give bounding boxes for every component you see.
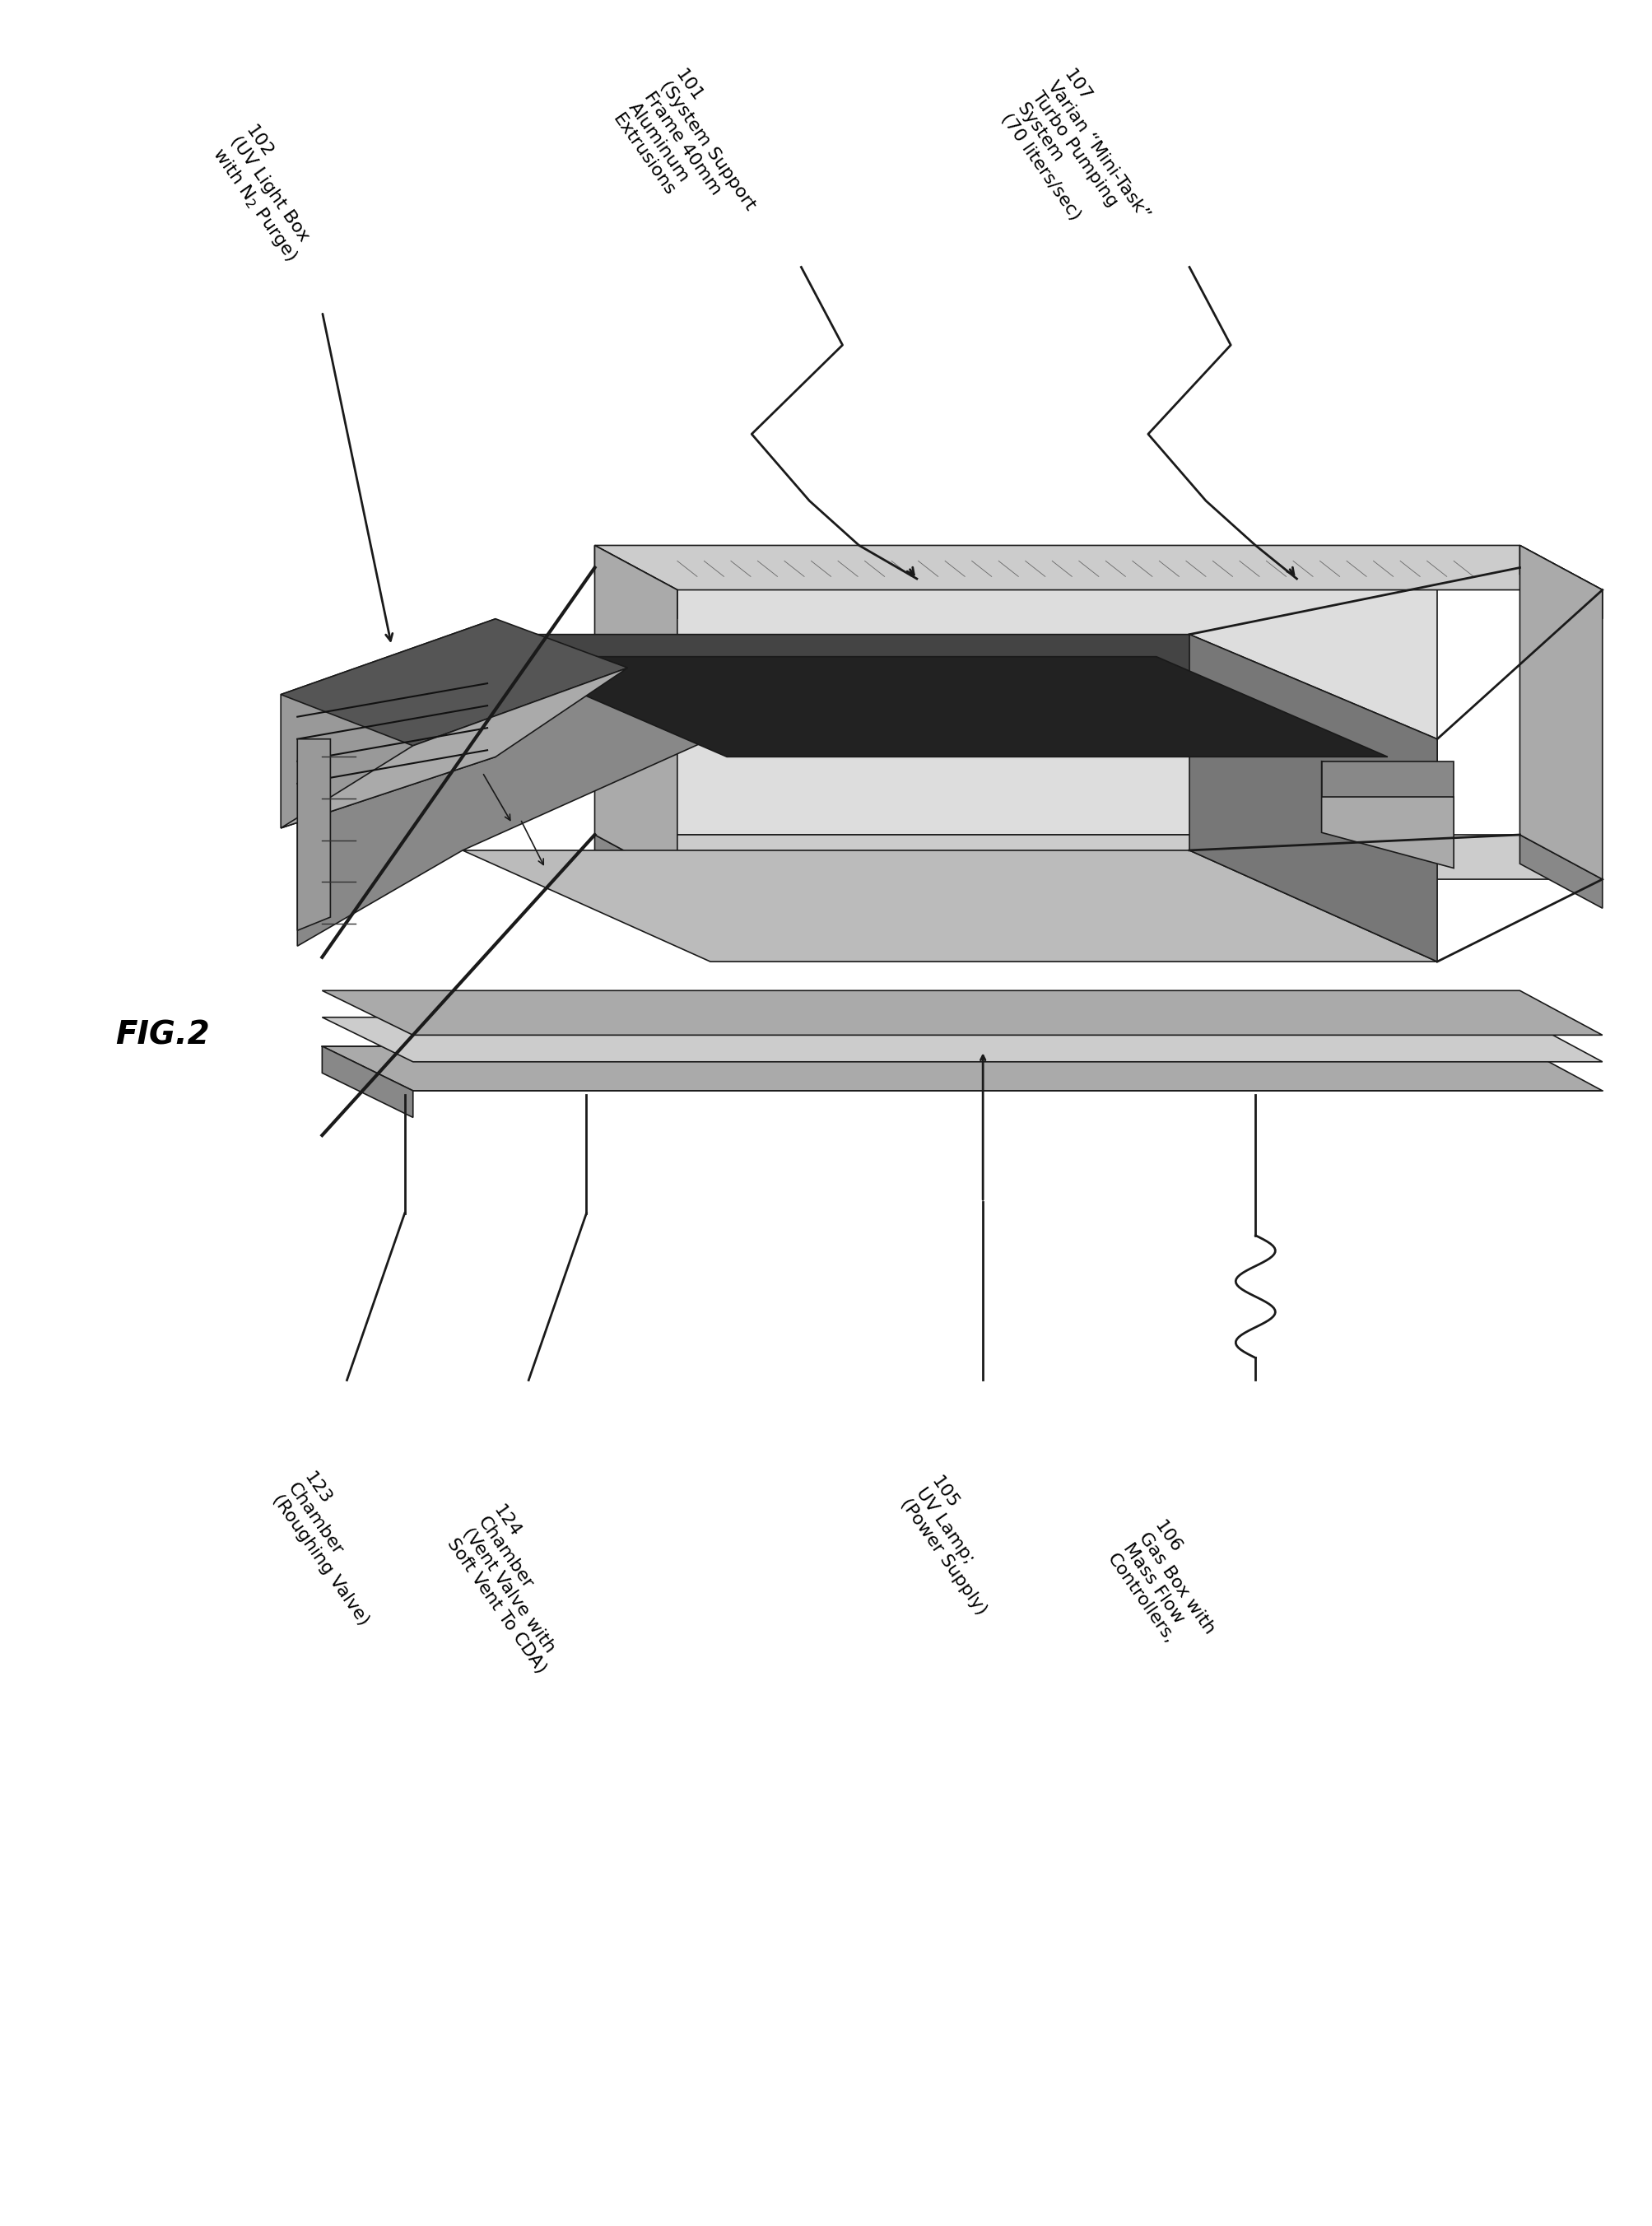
Polygon shape <box>281 668 628 828</box>
Polygon shape <box>595 545 677 879</box>
Text: 107
Varian “Mini-Task”
Turbo Pumping
System
(70 liters/sec): 107 Varian “Mini-Task” Turbo Pumping Sys… <box>998 67 1168 256</box>
Polygon shape <box>463 850 1437 962</box>
Polygon shape <box>322 991 1602 1035</box>
Polygon shape <box>281 619 496 828</box>
Polygon shape <box>496 657 1388 757</box>
Text: 103: 103 <box>438 741 471 757</box>
Text: FIG.2: FIG.2 <box>116 1020 210 1051</box>
Text: 101
(System Support
Frame 40mm
Aluminum
Extrusions: 101 (System Support Frame 40mm Aluminum … <box>610 67 773 247</box>
Polygon shape <box>297 634 710 946</box>
Text: 123
Chamber
(Roughing Valve): 123 Chamber (Roughing Valve) <box>269 1469 403 1627</box>
Polygon shape <box>595 835 677 908</box>
Polygon shape <box>1520 545 1602 879</box>
Polygon shape <box>644 568 1437 835</box>
Polygon shape <box>595 835 1602 879</box>
Text: 106
Gas Box with
Mass Flow
Controllers,: 106 Gas Box with Mass Flow Controllers, <box>1104 1518 1234 1658</box>
Text: 105
UV Lamp;
(Power Supply): 105 UV Lamp; (Power Supply) <box>897 1474 1021 1618</box>
Polygon shape <box>1520 835 1602 908</box>
Polygon shape <box>1520 545 1602 619</box>
Polygon shape <box>322 1046 413 1117</box>
Polygon shape <box>322 1046 1602 1091</box>
Polygon shape <box>297 739 330 930</box>
Polygon shape <box>595 545 677 619</box>
Polygon shape <box>281 619 628 746</box>
Polygon shape <box>595 545 1602 590</box>
Polygon shape <box>322 1017 1602 1062</box>
Text: 104: 104 <box>479 790 512 806</box>
Polygon shape <box>463 634 1437 739</box>
Text: 124
Chamber
(Vent Valve with
Soft Vent To CDA): 124 Chamber (Vent Valve with Soft Vent T… <box>443 1503 596 1676</box>
Polygon shape <box>1189 634 1437 962</box>
Polygon shape <box>1322 761 1454 868</box>
Text: 102
(UV Light Box
with N$_2$ Purge): 102 (UV Light Box with N$_2$ Purge) <box>208 122 332 265</box>
Polygon shape <box>1322 761 1454 797</box>
